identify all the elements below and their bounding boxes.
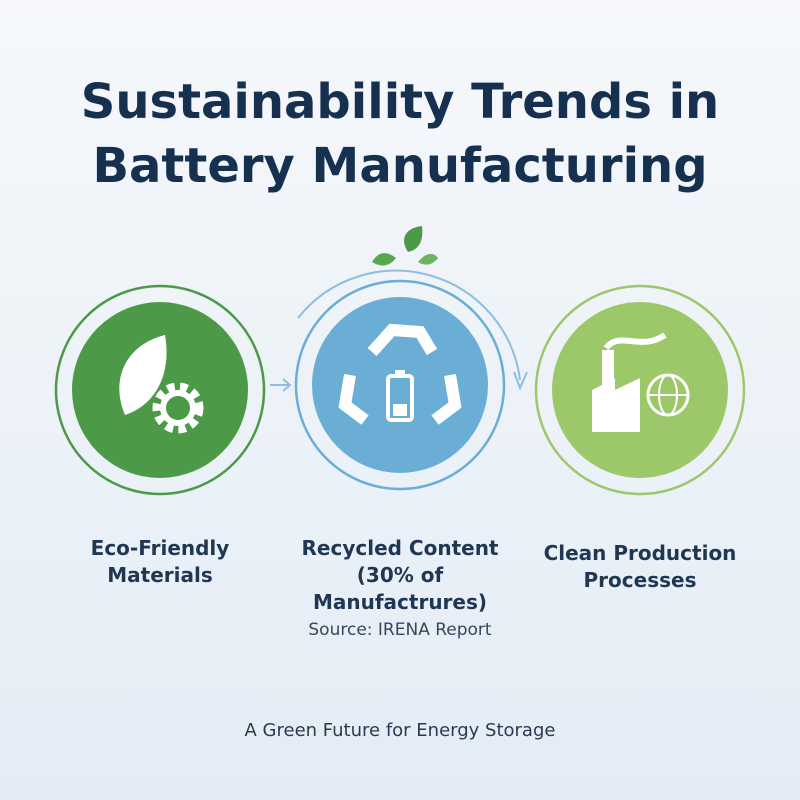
battery-icon	[393, 404, 407, 416]
recycle-icon	[338, 374, 369, 425]
gear-icon	[152, 382, 204, 434]
leaf	[418, 253, 438, 265]
item-label: Clean Production Processes	[543, 541, 737, 592]
smoke-icon	[603, 332, 667, 351]
leaf	[372, 253, 396, 266]
item-label: Recycled Content (30% of Manufactrures)	[301, 536, 499, 614]
ring	[294, 279, 506, 491]
factory-icon	[592, 378, 640, 432]
circle	[312, 297, 488, 473]
source: Source: IRENA Report	[308, 620, 492, 640]
ring	[534, 284, 746, 496]
battery-icon	[395, 370, 405, 376]
arc	[297, 269, 521, 381]
recycle-icon	[367, 323, 438, 357]
recycle-icon	[431, 374, 462, 425]
arrow	[270, 378, 292, 392]
ring	[54, 284, 266, 496]
arrow	[513, 371, 528, 391]
footer: A Green Future for Energy Storage	[244, 720, 556, 741]
leaf-icon	[119, 335, 167, 415]
title: Sustainability Trends in Battery Manufac…	[80, 74, 720, 194]
leaf	[404, 226, 423, 252]
gear-icon	[160, 390, 196, 426]
factory-icon	[602, 350, 614, 390]
item-label: Eco-Friendly Materials	[90, 536, 230, 587]
